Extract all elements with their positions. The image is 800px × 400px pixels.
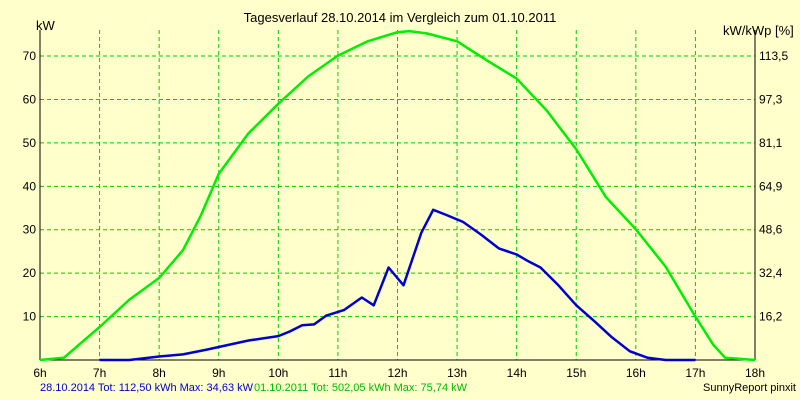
x-tick-label: 11h xyxy=(328,366,347,380)
x-tick-label: 7h xyxy=(93,366,106,380)
x-tick-label: 8h xyxy=(152,366,165,380)
grid xyxy=(40,30,755,360)
y-tick-label-right: 64,9 xyxy=(759,179,783,193)
series-line-2 xyxy=(39,29,756,362)
series xyxy=(39,29,756,362)
y-tick-label-right: 97,3 xyxy=(759,92,783,106)
tick-labels: 6h 7h 8h 9h 10h 11h 12h 13h 14h 15h 16h 17h 18h 10 16,… xyxy=(23,49,789,380)
x-tick-label: 17h xyxy=(685,366,705,380)
chart-title: Tagesverlauf 28.10.2014 im Vergleich zum… xyxy=(244,10,557,25)
x-tick-label: 12h xyxy=(387,366,407,380)
y-axis-label-left: kW xyxy=(36,18,56,33)
footer-credit: SunnyReport pinxit xyxy=(703,382,796,394)
x-tick-label: 10h xyxy=(268,366,288,380)
y-tick-label-right: 16,2 xyxy=(759,310,783,324)
y-tick-label-left: 20 xyxy=(23,266,37,280)
y-tick-label-right: 48,6 xyxy=(759,223,783,237)
x-tick-label: 15h xyxy=(566,366,586,380)
series-line-1 xyxy=(99,208,696,362)
x-tick-label: 13h xyxy=(447,366,467,380)
footer-series1-summary: 28.10.2014 Tot: 112,50 kWh Max: 34,63 kW xyxy=(40,382,253,394)
y-tick-label-left: 30 xyxy=(23,223,37,237)
footer: 28.10.2014 Tot: 112,50 kWh Max: 34,63 kW… xyxy=(0,382,800,400)
y-tick-label-left: 40 xyxy=(23,179,37,193)
axes xyxy=(39,30,756,361)
y-axis-label-right: kW/kWp [%] xyxy=(723,23,794,38)
x-tick-label: 6h xyxy=(33,366,46,380)
x-tick-label: 18h xyxy=(745,366,765,380)
x-tick-label: 16h xyxy=(626,366,646,380)
x-tick-label: 14h xyxy=(507,366,527,380)
y-tick-label-right: 81,1 xyxy=(759,136,783,150)
y-tick-label-left: 10 xyxy=(23,310,37,324)
footer-series2-summary: 01.10.2011 Tot: 502,05 kWh Max: 75,74 kW xyxy=(254,382,467,394)
x-tick-label: 9h xyxy=(212,366,225,380)
y-tick-label-right: 32,4 xyxy=(759,266,783,280)
y-tick-label-left: 50 xyxy=(23,136,37,150)
y-tick-label-left: 60 xyxy=(23,92,37,106)
y-tick-label-right: 113,5 xyxy=(759,49,788,63)
y-tick-label-left: 70 xyxy=(23,49,37,63)
